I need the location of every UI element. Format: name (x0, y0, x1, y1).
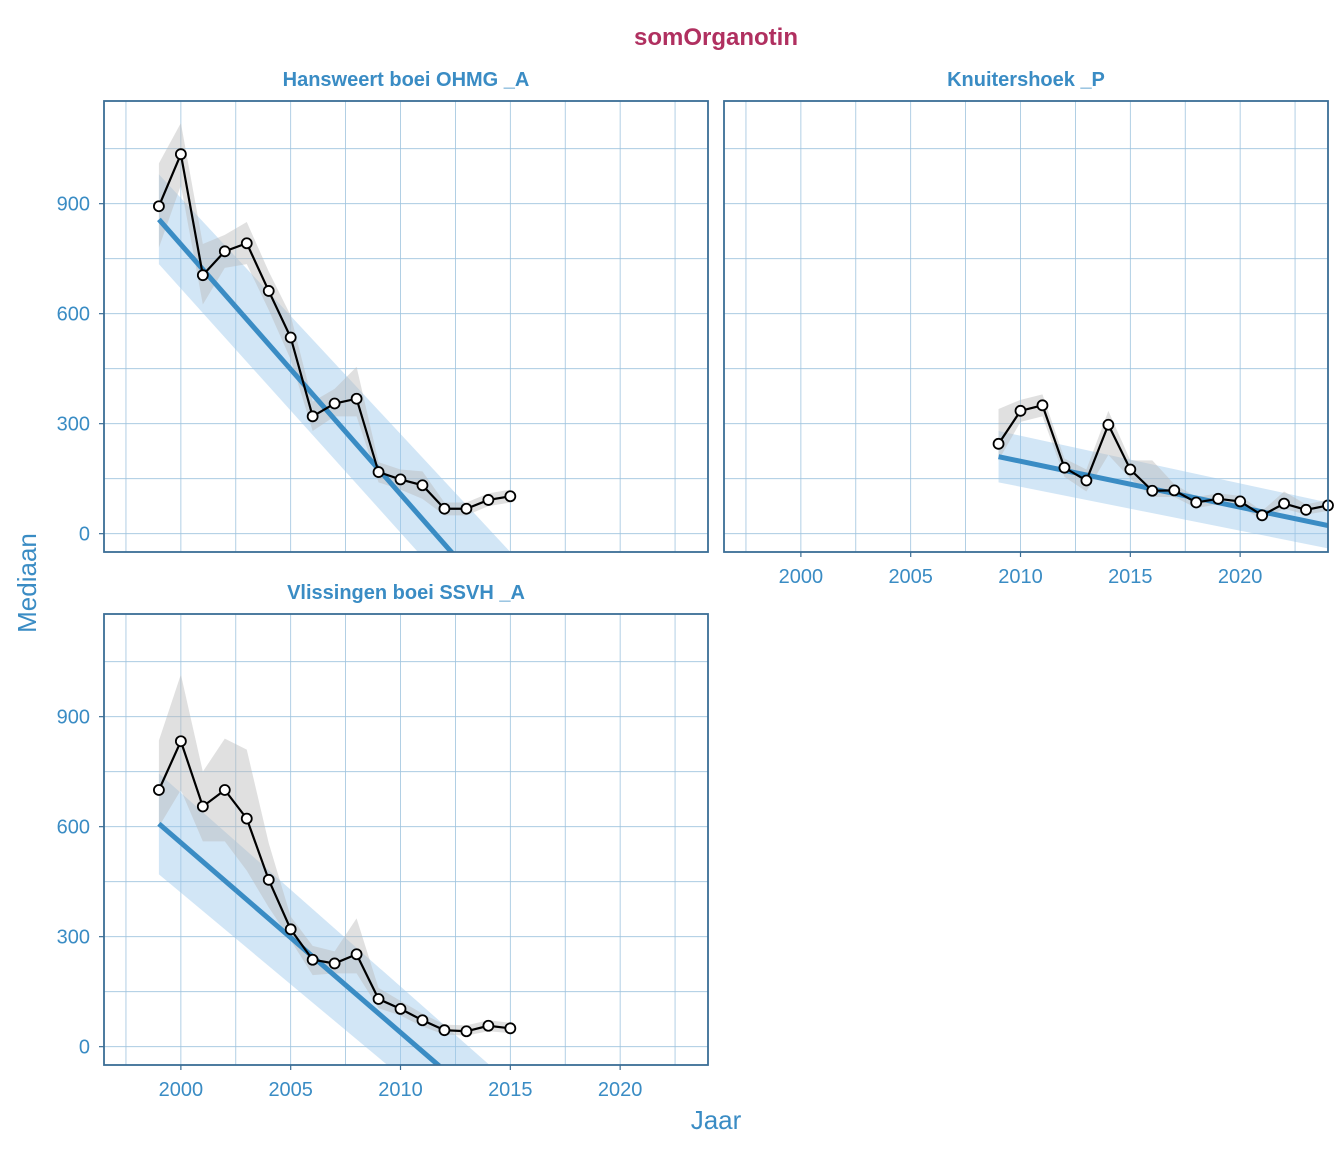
y-tick-label: 900 (57, 194, 90, 216)
trend-line (157, 821, 443, 1065)
data-point (416, 1014, 429, 1027)
data-point (1212, 492, 1225, 505)
panel-border (723, 100, 1329, 553)
data-point (992, 437, 1005, 450)
y-tick-label: 0 (79, 1037, 90, 1059)
x-tick-label: 2010 (378, 1079, 423, 1101)
x-tick-label: 2005 (268, 1079, 313, 1101)
data-point (482, 1019, 495, 1032)
data-point (218, 784, 231, 796)
data-point (218, 245, 231, 258)
data-point (416, 479, 429, 492)
x-tick-label: 2000 (779, 566, 824, 588)
data-point (306, 410, 319, 423)
x-tick-label: 2020 (598, 1079, 643, 1101)
data-point (262, 285, 275, 297)
x-tick-label: 2010 (998, 566, 1043, 588)
data-point (394, 473, 407, 486)
panel-3: Vlissingen boei SSVH _A 0 300 600 900 2000 200… (57, 582, 709, 1101)
data-point (1058, 461, 1071, 474)
data-point (284, 331, 297, 344)
x-tick-label: 2000 (159, 1079, 204, 1101)
data-point (482, 494, 495, 506)
y-tick-label: 600 (57, 817, 90, 839)
data-point (460, 1025, 473, 1038)
panels: Hansweert boei OHMG _A 0 300 600 900 Knuiters… (57, 69, 1334, 1101)
data-point (328, 397, 341, 410)
data-point (284, 923, 297, 936)
panel-2: Knuitershoek _P 2000 2005 2010 2015 2020 (723, 69, 1334, 588)
x-tick-label: 2005 (888, 566, 933, 588)
data-point (372, 466, 385, 478)
data-point (328, 957, 341, 970)
data-point (1014, 404, 1027, 417)
data-point (394, 1003, 407, 1015)
median-series-line (997, 404, 1328, 517)
panel-title: Knuitershoek _P (947, 69, 1105, 91)
data-point (174, 148, 187, 161)
y-axis-title: Mediaan (12, 533, 42, 633)
data-point (1168, 484, 1181, 497)
data-point (174, 735, 187, 748)
data-point (1146, 484, 1159, 497)
data-point (438, 1024, 451, 1037)
y-tick-label: 300 (57, 927, 90, 949)
panel-border (103, 613, 709, 1066)
data-point (1036, 399, 1049, 412)
x-tick-label: 2015 (1108, 566, 1153, 588)
median-uncertainty-band (158, 674, 511, 1036)
data-point (1300, 503, 1312, 516)
data-point (1278, 497, 1290, 510)
data-point (240, 237, 253, 250)
plot-area (104, 101, 708, 552)
data-point (350, 948, 363, 961)
data-point (504, 490, 517, 503)
data-point (460, 502, 473, 515)
data-point (1080, 474, 1093, 487)
panel-1: Hansweert boei OHMG _A 0 300 600 900 (57, 69, 709, 553)
plot-area (724, 101, 1328, 552)
panel-title: Vlissingen boei SSVH _A (287, 582, 525, 604)
trend-line (157, 217, 455, 552)
data-point (438, 502, 451, 515)
x-tick-label: 2015 (488, 1079, 533, 1101)
trend-confidence-band (158, 174, 511, 552)
data-point (1234, 495, 1247, 508)
data-point (153, 200, 165, 213)
data-point (504, 1022, 517, 1035)
data-point (350, 392, 363, 405)
data-point (372, 993, 385, 1005)
data-point (1124, 463, 1137, 476)
plot-area (104, 614, 708, 1065)
data-point (1190, 496, 1203, 509)
data-point (1102, 418, 1115, 431)
data-point (1256, 509, 1269, 522)
data-point (153, 784, 165, 796)
data-point (262, 873, 275, 886)
data-point (196, 800, 209, 813)
panel-title: Hansweert boei OHMG _A (283, 69, 530, 91)
y-tick-label: 0 (79, 524, 90, 546)
trend-confidence-band (158, 773, 490, 1065)
chart-title: somOrganotin (634, 24, 798, 51)
data-point (196, 269, 209, 282)
x-axis-title: Jaar (691, 1105, 742, 1135)
y-tick-label: 300 (57, 414, 90, 436)
data-point (306, 953, 319, 966)
panel-border (103, 100, 709, 553)
data-point (240, 812, 253, 825)
y-tick-label: 600 (57, 304, 90, 326)
x-tick-label: 2020 (1218, 566, 1263, 588)
y-tick-label: 900 (57, 707, 90, 729)
